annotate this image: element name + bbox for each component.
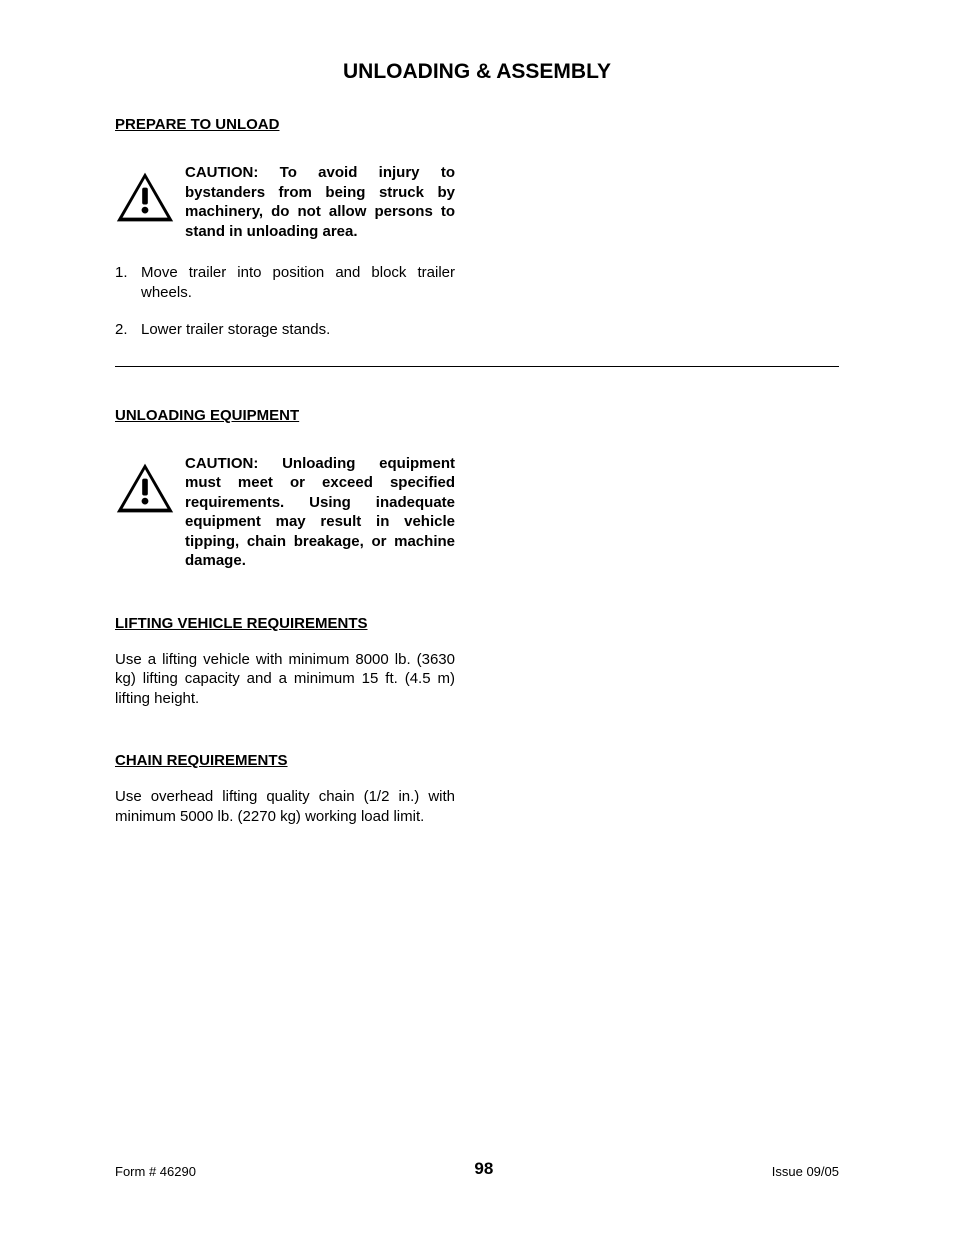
steps-list: 1. Move trailer into position and block …: [115, 263, 455, 340]
body-lifting: Use a lifting vehicle with minimum 8000 …: [115, 650, 455, 709]
section-equipment: UNLOADING EQUIPMENT CAUTION: Unloading e…: [115, 407, 455, 571]
step-text: Move trailer into position and block tra…: [141, 263, 455, 302]
list-item: 1. Move trailer into position and block …: [115, 263, 455, 302]
section-divider: [115, 366, 839, 367]
section-lifting: LIFTING VEHICLE REQUIREMENTS Use a lifti…: [115, 615, 455, 709]
caution-block-prepare: CAUTION: To avoid injury to bystanders f…: [115, 163, 455, 241]
footer-page-number: 98: [474, 1159, 493, 1179]
caution-text-prepare: CAUTION: To avoid injury to bystanders f…: [185, 163, 455, 241]
caution-text-equipment: CAUTION: Unloading equipment must meet o…: [185, 454, 455, 571]
heading-prepare: PREPARE TO UNLOAD: [115, 116, 455, 133]
section-prepare: PREPARE TO UNLOAD CAUTION: To avoid inju…: [115, 116, 455, 340]
page: UNLOADING & ASSEMBLY PREPARE TO UNLOAD C…: [0, 0, 954, 1235]
heading-chain: CHAIN REQUIREMENTS: [115, 752, 455, 769]
section-chain: CHAIN REQUIREMENTS Use overhead lifting …: [115, 752, 455, 826]
warning-icon: [115, 460, 175, 516]
heading-lifting: LIFTING VEHICLE REQUIREMENTS: [115, 615, 455, 632]
page-title: UNLOADING & ASSEMBLY: [115, 60, 839, 84]
heading-equipment: UNLOADING EQUIPMENT: [115, 407, 455, 424]
step-text: Lower trailer storage stands.: [141, 320, 455, 340]
caution-block-equipment: CAUTION: Unloading equipment must meet o…: [115, 454, 455, 571]
body-chain: Use overhead lifting quality chain (1/2 …: [115, 787, 455, 826]
content-column: PREPARE TO UNLOAD CAUTION: To avoid inju…: [115, 116, 455, 826]
footer-form-number: Form # 46290: [115, 1164, 196, 1179]
page-footer: Form # 46290 98 Issue 09/05: [115, 1159, 839, 1179]
footer-issue-date: Issue 09/05: [772, 1164, 839, 1179]
step-number: 1.: [115, 263, 141, 302]
list-item: 2. Lower trailer storage stands.: [115, 320, 455, 340]
warning-icon: [115, 169, 175, 225]
step-number: 2.: [115, 320, 141, 340]
